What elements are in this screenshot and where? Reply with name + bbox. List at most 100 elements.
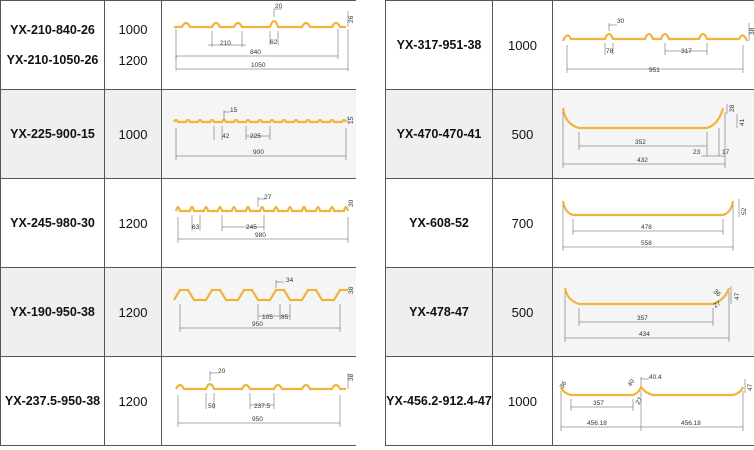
dim-label: 317 [681,48,692,55]
left-table: YX-210-840-26 YX-210-1050-26 1000 1200 2… [0,0,358,446]
dim-label: 34 [286,277,294,284]
profile-drawing: 352 23 17 432 28 41 [552,89,754,179]
model-cell: YX-237.5-950-38 [0,356,105,446]
dim-label: 50 [208,403,216,410]
width-cell: 1200 [104,178,162,268]
profile-line [173,288,348,302]
width-cell: 500 [492,267,553,357]
dim-label: 78 [606,48,614,55]
width-value: 1200 [118,53,148,68]
profile-drawing: 36 357 40 40.4 27 456.18 456.18 47 [552,356,754,446]
dim-label: 63 [192,224,200,231]
width-cell: 1000 1200 [104,0,162,90]
width-cell: 1000 [492,0,553,90]
dim-label: 23 [693,149,701,156]
dim-label: 38 [749,27,754,35]
dim-label: 42 [222,133,230,140]
dim-label: 1050 [251,62,266,69]
profile-line [173,118,347,124]
width-cell: 1200 [104,356,162,446]
dim-label: 558 [641,240,652,247]
model-cell: YX-190-950-38 [0,267,105,357]
profile-line [561,32,749,42]
dim-label: 52 [741,207,748,215]
dim-label: 47 [734,292,741,300]
dim-label: 20 [275,3,283,10]
profile-drawing: 30 78 317 951 38 [552,0,754,90]
width-cell: 1200 [104,267,162,357]
dim-label: 27 [635,396,645,406]
profile-drawing: 478 558 52 [552,178,754,268]
width-value: 1000 [118,22,148,37]
model-cell: YX-608-52 [385,178,493,268]
profile-line [174,205,350,213]
dim-label: 15 [230,107,238,114]
width-cell: 500 [492,89,553,179]
model-cell: YX-317-951-38 [385,0,493,90]
dim-label: 456.18 [681,420,701,427]
dim-label: 17 [722,149,730,156]
profile-drawing: 210 20 62 840 1050 26 [161,0,358,90]
width-cell: 1000 [104,89,162,179]
dim-label: 900 [253,149,264,156]
model-name: YX-210-840-26 [10,23,95,37]
model-cell: YX-210-840-26 YX-210-1050-26 [0,0,105,90]
dim-label: 62 [270,39,278,46]
dim-label: 38 [348,286,355,294]
profile-drawing: 357 36 27 434 47 [552,267,754,357]
dim-label: 432 [637,157,648,164]
dim-label: 28 [729,104,736,112]
model-cell: YX-456.2-912.4-47 [385,356,493,446]
profile-line [174,19,346,29]
profile-drawing: 15 42 225 900 15 [161,89,358,179]
dim-label: 30 [348,199,355,207]
dim-label: 456.18 [587,420,607,427]
dim-label: 36 [712,288,722,298]
dim-label: 40 [627,378,637,388]
dim-label: 27 [713,300,723,310]
right-table: YX-317-951-38 1000 30 78 317 951 38 YX-4 [385,0,754,446]
dim-label: 980 [255,232,266,239]
dim-label: 434 [639,331,650,338]
dim-label: 15 [348,116,355,124]
dim-label: 357 [637,315,648,322]
dim-label: 27 [264,194,272,201]
dim-label: 478 [641,224,652,231]
dim-label: 950 [252,416,263,423]
table-gap [356,0,386,450]
profile-drawing: 27 63 245 980 30 [161,178,358,268]
dim-label: 951 [649,67,660,74]
dim-label: 41 [739,118,746,126]
model-cell: YX-470-470-41 [385,89,493,179]
dim-label: 47 [747,383,754,391]
profile-line [561,200,735,217]
dim-label: 20 [218,368,226,375]
dim-label: 210 [220,40,231,47]
model-cell: YX-478-47 [385,267,493,357]
dim-label: 40.4 [649,374,662,381]
dim-label: 840 [250,49,261,56]
dim-label: 225 [250,133,261,140]
dim-label: 85 [281,314,289,321]
dim-label: 352 [635,139,646,146]
profile-line [175,382,346,391]
profile-drawing: 34 105 85 950 38 [161,267,358,357]
profile-line [561,107,725,130]
dim-label: 237.5 [254,403,271,410]
model-cell: YX-245-980-30 [0,178,105,268]
dim-label: 357 [593,400,604,407]
model-name: YX-210-1050-26 [6,53,99,67]
profile-line [563,287,731,306]
width-cell: 700 [492,178,553,268]
dim-label: 30 [617,18,625,25]
dim-label: 105 [262,314,273,321]
dim-label: 38 [348,373,355,381]
model-cell: YX-225-900-15 [0,89,105,179]
dim-label: 26 [348,15,355,23]
width-cell: 1000 [492,356,553,446]
profile-line [559,384,745,397]
dim-label: 36 [559,380,569,390]
dim-label: 950 [252,321,263,328]
profile-drawing: 20 50 237.5 950 38 [161,356,358,446]
